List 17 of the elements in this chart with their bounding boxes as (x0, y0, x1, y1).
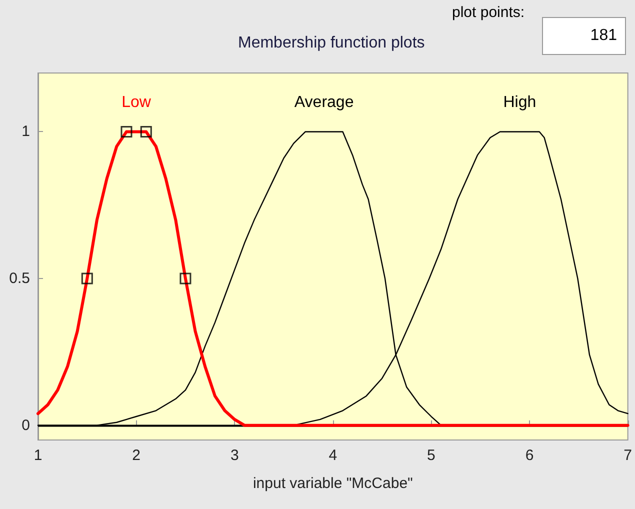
x-tick-label: 2 (132, 447, 140, 464)
x-tick-label: 4 (328, 447, 338, 464)
x-axis-title: input variable "McCabe" (252, 475, 413, 492)
y-tick-label: 0 (22, 416, 30, 434)
text-field: 181 (542, 17, 626, 55)
x-tick-label: 1 (34, 447, 42, 464)
text: plot points: (452, 4, 525, 21)
chart-title: Membership function plots (238, 34, 425, 52)
x-tick-label: 5 (427, 447, 436, 464)
x-tick-label: 7 (624, 447, 632, 464)
x-tick-label: 3 (230, 447, 239, 464)
x-tick-label: 6 (525, 447, 534, 464)
series-label: Low (122, 94, 152, 111)
y-tick-label: 1 (22, 123, 30, 140)
y-tick-label: 0.5 (9, 270, 30, 288)
series-label: Average (294, 94, 354, 111)
series-label: High (503, 94, 536, 111)
